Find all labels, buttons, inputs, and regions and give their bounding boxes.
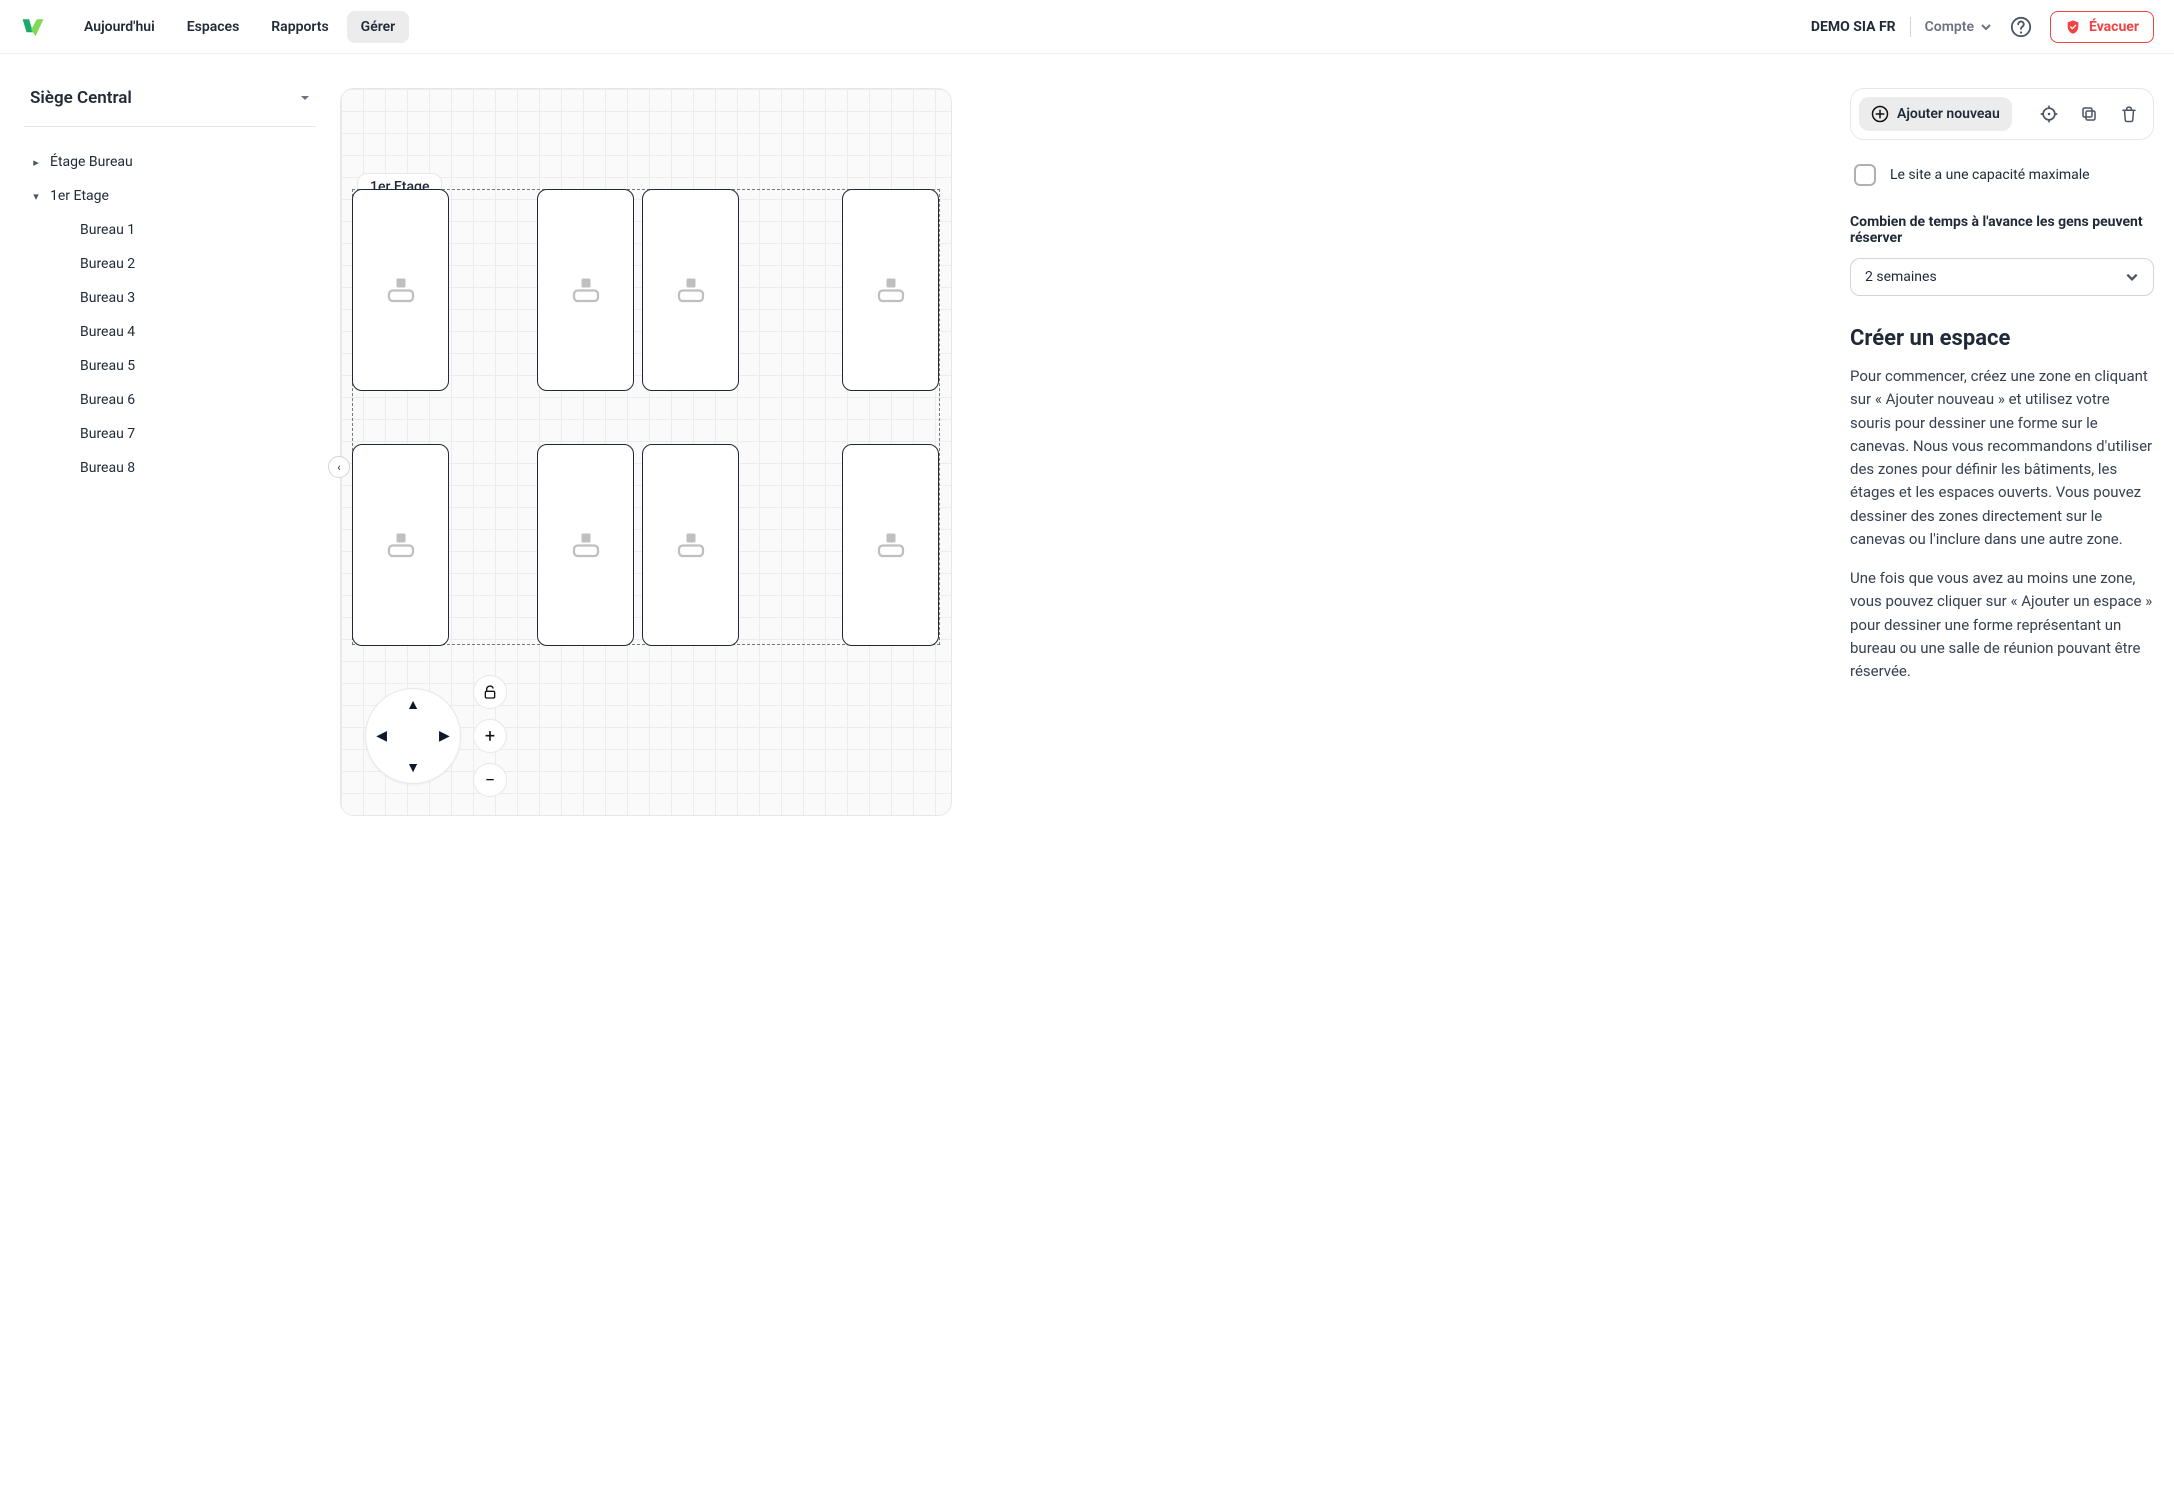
evacuate-button[interactable]: Évacuer	[2050, 11, 2154, 43]
nav-link-spaces[interactable]: Espaces	[173, 11, 254, 43]
max-capacity-checkbox[interactable]	[1854, 164, 1876, 186]
crosshair-icon	[2039, 104, 2059, 124]
tree-leaf[interactable]: Bureau 6	[56, 383, 316, 417]
add-new-button[interactable]: Ajouter nouveau	[1859, 97, 2012, 131]
trash-icon	[2120, 105, 2138, 123]
separator	[1910, 17, 1911, 37]
tree-children: Bureau 1 Bureau 2 Bureau 3 Bureau 4 Bure…	[24, 213, 316, 485]
shield-check-icon	[2065, 19, 2081, 35]
site-dropdown[interactable]: Siège Central	[24, 88, 316, 127]
lock-button[interactable]	[473, 675, 507, 709]
tree-leaf[interactable]: Bureau 2	[56, 247, 316, 281]
advance-select[interactable]: 2 semaines	[1850, 258, 2154, 296]
nav-link-reports[interactable]: Rapports	[257, 11, 342, 43]
desk[interactable]	[842, 444, 939, 646]
caret-down-icon: ▾	[30, 190, 42, 203]
nav-links: Aujourd'hui Espaces Rapports Gérer	[70, 11, 409, 43]
tree-leaf[interactable]: Bureau 5	[56, 349, 316, 383]
app-logo	[20, 14, 46, 40]
advance-value: 2 semaines	[1865, 269, 1937, 285]
chevron-down-icon	[2125, 270, 2139, 284]
site-name: Siège Central	[30, 88, 132, 108]
tree-leaf[interactable]: Bureau 1	[56, 213, 316, 247]
desk[interactable]	[642, 189, 739, 391]
desk[interactable]	[352, 444, 449, 646]
tree-leaf[interactable]: Bureau 3	[56, 281, 316, 315]
chevron-left-icon: ‹	[337, 461, 340, 474]
account-dropdown[interactable]: Compte	[1925, 19, 1992, 35]
collapse-sidebar-button[interactable]: ‹	[328, 456, 350, 478]
zoom-in-button[interactable]: +	[473, 719, 507, 753]
tree-item-1st-floor[interactable]: ▾ 1er Etage	[24, 179, 316, 213]
pan-left-button[interactable]: ◀	[376, 728, 387, 744]
nav-link-manage[interactable]: Gérer	[347, 11, 410, 43]
desk[interactable]	[642, 444, 739, 646]
pan-down-button[interactable]: ▼	[406, 759, 420, 776]
caret-right-icon: ▸	[30, 156, 42, 169]
canvas-wrap: ‹ 1er Etage ▲ ◀▶ ▼ + −	[340, 88, 1826, 816]
tree-label: Étage Bureau	[50, 154, 133, 170]
sidebar: Siège Central ▸ Étage Bureau ▾ 1er Etage…	[20, 88, 320, 816]
advance-label: Combien de temps à l'avance les gens peu…	[1850, 214, 2154, 246]
caret-down-icon	[300, 93, 310, 103]
create-space-para-2: Une fois que vous avez au moins une zone…	[1850, 567, 2154, 683]
org-name: DEMO SIA FR	[1811, 19, 1896, 35]
duplicate-button[interactable]	[2073, 98, 2105, 130]
tree-item-floor-office[interactable]: ▸ Étage Bureau	[24, 145, 316, 179]
pan-right-button[interactable]: ▶	[439, 728, 450, 744]
evacuate-label: Évacuer	[2089, 19, 2139, 35]
create-space-para-1: Pour commencer, créez une zone en cliqua…	[1850, 365, 2154, 551]
help-icon[interactable]	[2010, 16, 2032, 38]
plus-circle-icon	[1871, 105, 1889, 123]
desk[interactable]	[537, 444, 634, 646]
panel-toolbar: Ajouter nouveau	[1850, 88, 2154, 140]
pan-zoom-controls: ▲ ◀ ▶ ▼ + −	[365, 675, 507, 797]
right-panel: Ajouter nouveau Le site a une capacité m…	[1850, 88, 2154, 816]
copy-icon	[2080, 105, 2098, 123]
delete-button[interactable]	[2113, 98, 2145, 130]
add-new-label: Ajouter nouveau	[1897, 106, 2000, 122]
tree-leaf[interactable]: Bureau 8	[56, 451, 316, 485]
create-space-heading: Créer un espace	[1850, 326, 2154, 351]
desk[interactable]	[842, 189, 939, 391]
nav-link-today[interactable]: Aujourd'hui	[70, 11, 169, 43]
floor-canvas[interactable]: 1er Etage ▲ ◀▶ ▼ + −	[340, 88, 952, 816]
max-capacity-row: Le site a une capacité maximale	[1854, 164, 2154, 186]
chevron-down-icon	[1980, 21, 1992, 33]
desk[interactable]	[352, 189, 449, 391]
desk[interactable]	[537, 189, 634, 391]
top-nav: Aujourd'hui Espaces Rapports Gérer DEMO …	[0, 0, 2174, 54]
recenter-button[interactable]	[2033, 98, 2065, 130]
max-capacity-label: Le site a une capacité maximale	[1890, 167, 2090, 183]
unlock-icon	[482, 684, 498, 700]
tree-leaf[interactable]: Bureau 7	[56, 417, 316, 451]
account-label: Compte	[1925, 19, 1974, 35]
pan-pad: ▲ ◀ ▶ ▼	[365, 688, 461, 784]
tree-leaf[interactable]: Bureau 4	[56, 315, 316, 349]
tree-label: 1er Etage	[50, 188, 109, 204]
zoom-out-button[interactable]: −	[473, 763, 507, 797]
pan-up-button[interactable]: ▲	[406, 696, 420, 713]
